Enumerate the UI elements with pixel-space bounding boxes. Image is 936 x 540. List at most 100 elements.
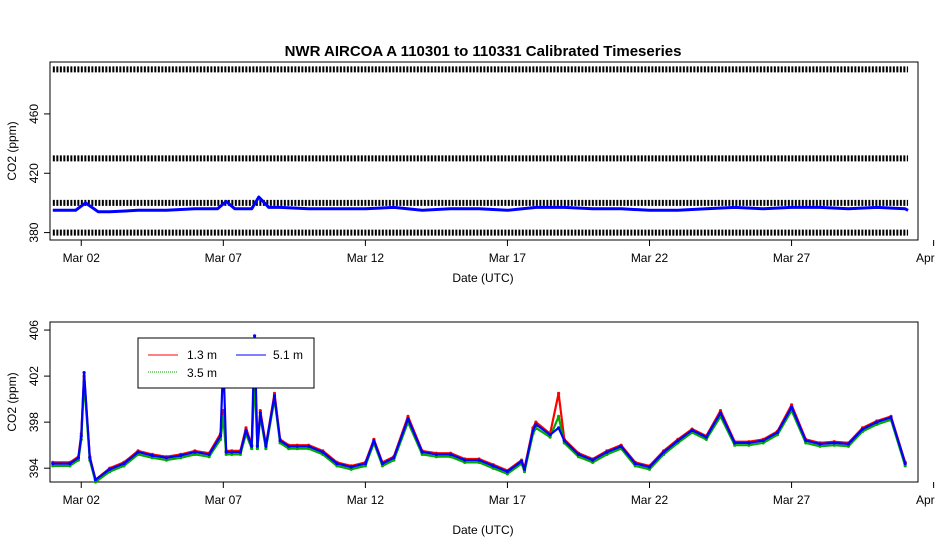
data-point — [255, 447, 259, 451]
data-point — [224, 450, 228, 454]
data-point — [420, 452, 424, 456]
data-point — [477, 458, 481, 462]
x-tick-label: Mar 17 — [489, 493, 527, 507]
data-point — [349, 467, 353, 471]
x-tick-label: Mar 27 — [773, 251, 811, 265]
data-point — [258, 411, 262, 415]
data-point — [505, 472, 509, 476]
data-point — [307, 444, 311, 448]
data-point — [287, 444, 291, 448]
data-point — [718, 411, 723, 415]
data-point — [230, 450, 234, 454]
data-point — [230, 452, 234, 456]
data-point — [51, 464, 55, 468]
data-point — [264, 447, 268, 451]
data-point — [548, 433, 552, 437]
data-point — [164, 456, 169, 460]
data-point — [349, 465, 353, 469]
data-point — [557, 391, 561, 395]
data-point — [207, 452, 211, 456]
data-point — [557, 426, 561, 430]
bottom-y-axis-label: CO2 (ppm) — [5, 372, 19, 431]
y-tick-label: 394 — [27, 458, 41, 478]
data-point — [505, 470, 509, 474]
data-point — [818, 442, 822, 446]
data-point — [704, 435, 708, 439]
series-0 — [52, 195, 909, 214]
series-5-1-m — [51, 334, 907, 482]
data-point — [193, 450, 197, 454]
series-3-5-m — [51, 374, 907, 484]
x-tick-label: Apr 01 — [916, 493, 936, 507]
data-point — [846, 444, 851, 448]
chart-title: NWR AIRCOA A 110301 to 110331 Calibrated… — [285, 43, 682, 60]
data-point — [463, 458, 467, 462]
data-point — [704, 437, 708, 441]
data-point — [244, 426, 248, 430]
data-point — [218, 434, 223, 438]
data-point — [406, 414, 410, 418]
top-panel: Date (UTC) CO2 (ppm) Mar 02 Mar 07 Mar 12 M… — [5, 61, 936, 285]
data-point — [761, 441, 765, 445]
x-tick-label: Mar 07 — [205, 493, 243, 507]
data-point — [534, 422, 538, 426]
data-point — [463, 460, 467, 464]
data-point — [903, 462, 907, 466]
data-point — [179, 453, 183, 458]
data-point — [372, 439, 376, 443]
data-point — [238, 450, 242, 454]
data-point — [434, 452, 438, 456]
data-point — [790, 405, 794, 409]
data-point — [775, 430, 780, 435]
data-point — [591, 458, 595, 462]
data-point — [136, 450, 140, 454]
y-tick-label: 406 — [27, 320, 41, 340]
data-point — [88, 456, 92, 460]
x-tick-label: Mar 12 — [347, 493, 385, 507]
data-point — [335, 462, 339, 466]
x-tick-label: Apr 01 — [916, 251, 936, 265]
bottom-x-axis-label: Date (UTC) — [452, 523, 513, 537]
data-point — [718, 409, 723, 413]
data-point — [591, 460, 595, 464]
data-point — [846, 442, 851, 446]
data-point — [255, 444, 259, 448]
data-point — [747, 443, 751, 447]
data-point — [562, 439, 566, 443]
top-plot-frame — [49, 61, 919, 241]
data-point — [363, 464, 367, 468]
data-point — [633, 462, 637, 466]
data-point — [380, 462, 384, 466]
legend-label-1-3m: 1.3 m — [187, 348, 217, 362]
data-point — [108, 467, 112, 471]
data-point — [861, 427, 865, 431]
data-point — [676, 439, 680, 443]
data-point — [253, 334, 257, 338]
data-point — [491, 464, 495, 468]
top-y-axis-label: CO2 (ppm) — [5, 121, 19, 180]
data-point — [295, 444, 299, 448]
data-point — [272, 391, 277, 395]
data-point — [68, 464, 72, 468]
data-point — [164, 458, 169, 462]
x-tick-label: Mar 22 — [631, 251, 669, 265]
data-point — [363, 462, 367, 466]
y-tick-label: 402 — [27, 366, 41, 386]
data-point — [93, 480, 98, 484]
data-point — [647, 465, 652, 469]
data-point — [258, 409, 262, 413]
data-point — [272, 394, 277, 398]
x-tick-label: Mar 27 — [773, 493, 811, 507]
x-tick-label: Mar 02 — [63, 251, 101, 265]
top-x-axis-label: Date (UTC) — [452, 271, 513, 285]
data-point — [534, 420, 538, 424]
data-point — [647, 467, 652, 471]
data-point — [250, 447, 254, 451]
data-point — [150, 453, 154, 458]
legend-label-5-1m: 5.1 m — [273, 348, 303, 362]
x-tick-label: Mar 17 — [489, 251, 527, 265]
data-point — [804, 441, 808, 445]
data-point — [238, 452, 242, 456]
data-point — [520, 459, 524, 463]
data-point — [93, 478, 98, 482]
